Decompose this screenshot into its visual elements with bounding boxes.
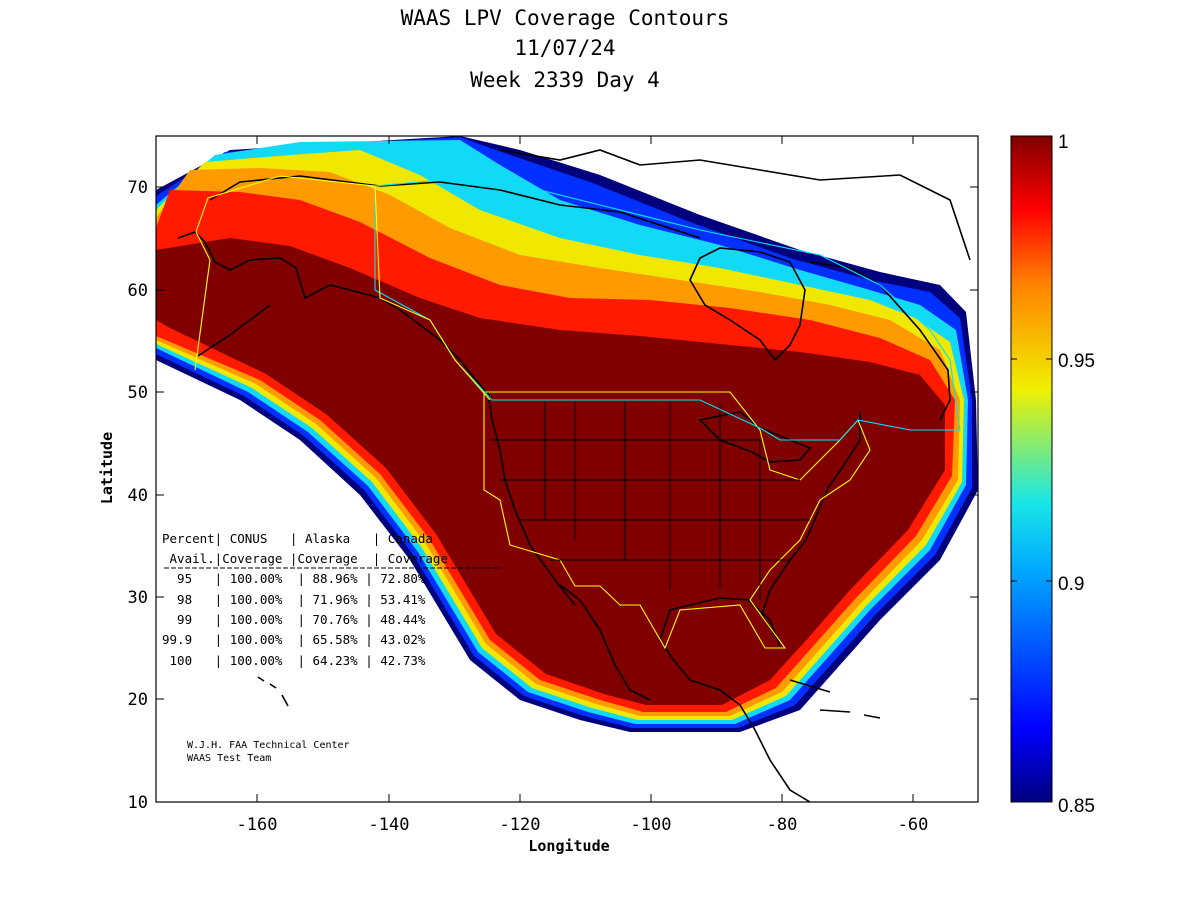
alaska-peninsula: [197, 304, 271, 357]
alaska-boundary: [194, 175, 491, 401]
conus-boundary: [483, 391, 871, 650]
x-tick-label: -80: [767, 815, 798, 835]
us-west-coast: [487, 391, 576, 606]
title-line-1: WAAS LPV Coverage Contours: [400, 6, 730, 30]
labrador-coast: [809, 261, 951, 421]
central-america: [689, 679, 811, 802]
x-tick-label: -60: [898, 815, 929, 835]
x-tick-label: -100: [631, 815, 672, 835]
x-tick-label: -140: [369, 815, 410, 835]
colorbar: 1 0.95 0.9 0.85: [1010, 132, 1095, 817]
table-header-1: Percent| CONUS | Alaska | Canada: [162, 531, 433, 546]
gulf-of-california: [559, 584, 651, 701]
y-axis: [156, 186, 978, 700]
x-axis-title: Longitude: [528, 837, 609, 855]
y-tick-label: 50: [128, 383, 148, 403]
colorbar-tick-label: 0.95: [1058, 351, 1095, 372]
title-line-2: 11/07/24: [514, 36, 616, 60]
table-row: 98 | 100.00% | 71.96% | 53.41%: [162, 592, 426, 607]
table-header-2: Avail.|Coverage |Coverage | Coverage: [162, 551, 448, 566]
colorbar-gradient: [1010, 135, 1053, 803]
caribbean: [789, 679, 881, 719]
credit-line-2: WAAS Test Team: [187, 753, 271, 764]
y-tick-label: 60: [128, 281, 148, 301]
contour-band-core: [156, 238, 945, 705]
x-tick-label: -120: [500, 815, 541, 835]
great-lakes: [698, 411, 812, 463]
table-row: 99.9 | 100.00% | 65.58% | 43.02%: [162, 632, 426, 647]
y-axis-title: Latitude: [98, 432, 116, 504]
table-row: 95 | 100.00% | 88.96% | 72.80%: [162, 571, 426, 586]
plot-frame: [155, 135, 979, 803]
coverage-table: Percent| CONUS | Alaska | Canada Avail.|…: [162, 531, 502, 668]
y-tick-label: 10: [128, 793, 148, 813]
colorbar-tick-label: 0.85: [1058, 796, 1095, 817]
table-row: 99 | 100.00% | 70.76% | 48.44%: [162, 612, 426, 627]
colorbar-tick-label: 0.9: [1058, 574, 1084, 595]
y-tick-label: 40: [128, 486, 148, 506]
y-tick-label: 20: [128, 690, 148, 710]
conus-state-grid: [490, 402, 810, 600]
hudson-bay: [689, 247, 806, 362]
title-line-3: Week 2339 Day 4: [470, 68, 660, 92]
colorbar-tick-label: 1: [1058, 132, 1069, 153]
coastlines: [177, 149, 971, 802]
hawaii: [257, 676, 289, 707]
y-tick-label: 30: [128, 588, 148, 608]
us-east-coast: [659, 412, 861, 681]
x-tick-label: -160: [237, 815, 278, 835]
x-axis: [256, 136, 914, 802]
alaska-coastline: [177, 231, 493, 401]
arctic-islands: [499, 149, 971, 261]
region-boundaries: [194, 175, 961, 650]
y-tick-label: 70: [128, 178, 148, 198]
arctic-coast: [209, 175, 701, 239]
credit-line-1: W.J.H. FAA Technical Center: [187, 740, 350, 751]
table-row: 100 | 100.00% | 64.23% | 42.73%: [162, 653, 426, 668]
